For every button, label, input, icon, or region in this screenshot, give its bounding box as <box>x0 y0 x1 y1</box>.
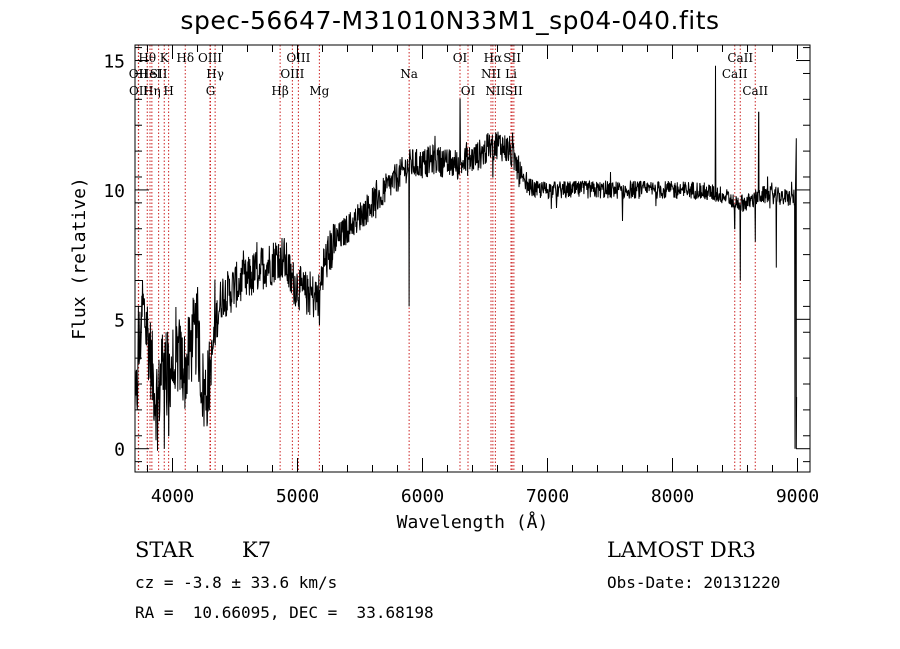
y-tick-label: 10 <box>103 181 125 202</box>
line-marker-label: CaII <box>727 51 753 65</box>
line-marker-label: OIII <box>198 51 222 65</box>
line-marker-label: OII <box>129 84 149 98</box>
line-marker-label: Hη <box>143 84 161 98</box>
line-marker-label: SII <box>505 84 523 98</box>
x-tick-label: 6000 <box>401 486 444 507</box>
spectrum-line <box>134 65 798 451</box>
line-marker-label: G <box>206 84 216 98</box>
y-tick-label: 15 <box>103 52 125 73</box>
line-marker-label: OI <box>461 84 476 98</box>
x-tick-label: 5000 <box>276 486 319 507</box>
line-marker-label: HeI <box>139 67 162 81</box>
y-axis-label: Flux (relative) <box>69 177 90 340</box>
x-tick-label: 8000 <box>651 486 694 507</box>
line-marker-label: NII <box>485 84 505 98</box>
x-axis-label: Wavelength (Å) <box>397 511 549 533</box>
line-marker-label: OIII <box>280 67 304 81</box>
chart-title: spec-56647-M31010N33M1_sp04-040.fits <box>180 6 720 35</box>
x-tick-label: 9000 <box>776 486 819 507</box>
line-marker-label: Hθ <box>138 51 156 65</box>
coordinates-text: RA = 10.66095, DEC = 33.68198 <box>135 603 434 622</box>
line-marker-label: Na <box>400 67 418 81</box>
redshift-text: cz = -3.8 ± 33.6 km/s <box>135 573 338 592</box>
survey-name: LAMOST DR3 <box>607 538 756 562</box>
line-marker-label: OIII <box>286 51 310 65</box>
line-marker-label: CaII <box>722 67 748 81</box>
plot-frame <box>134 44 811 473</box>
line-marker-label: SII <box>503 51 521 65</box>
line-marker-label: Li <box>505 67 517 81</box>
object-subclass: K7 <box>242 538 272 562</box>
observation-date: Obs-Date: 20131220 <box>607 573 781 592</box>
line-marker-label: Hβ <box>271 84 288 98</box>
y-tick-label: 0 <box>114 440 125 461</box>
line-marker-label: Hγ <box>206 67 224 81</box>
line-marker-label: NII <box>481 67 501 81</box>
x-tick-label: 7000 <box>526 486 569 507</box>
x-tick-label: 4000 <box>151 486 194 507</box>
line-marker-label: Hα <box>484 51 503 65</box>
line-marker-label: OII <box>129 67 149 81</box>
line-marker-label: OI <box>453 51 468 65</box>
line-marker-label: SII <box>150 67 168 81</box>
object-class: STAR <box>135 538 194 562</box>
line-marker-label: K <box>160 51 170 65</box>
line-marker-label: Hδ <box>176 51 194 65</box>
y-tick-label: 5 <box>114 310 125 331</box>
line-marker-label: Mg <box>309 84 329 98</box>
line-marker-label: CaII <box>742 84 768 98</box>
line-marker-label: H <box>163 84 173 98</box>
